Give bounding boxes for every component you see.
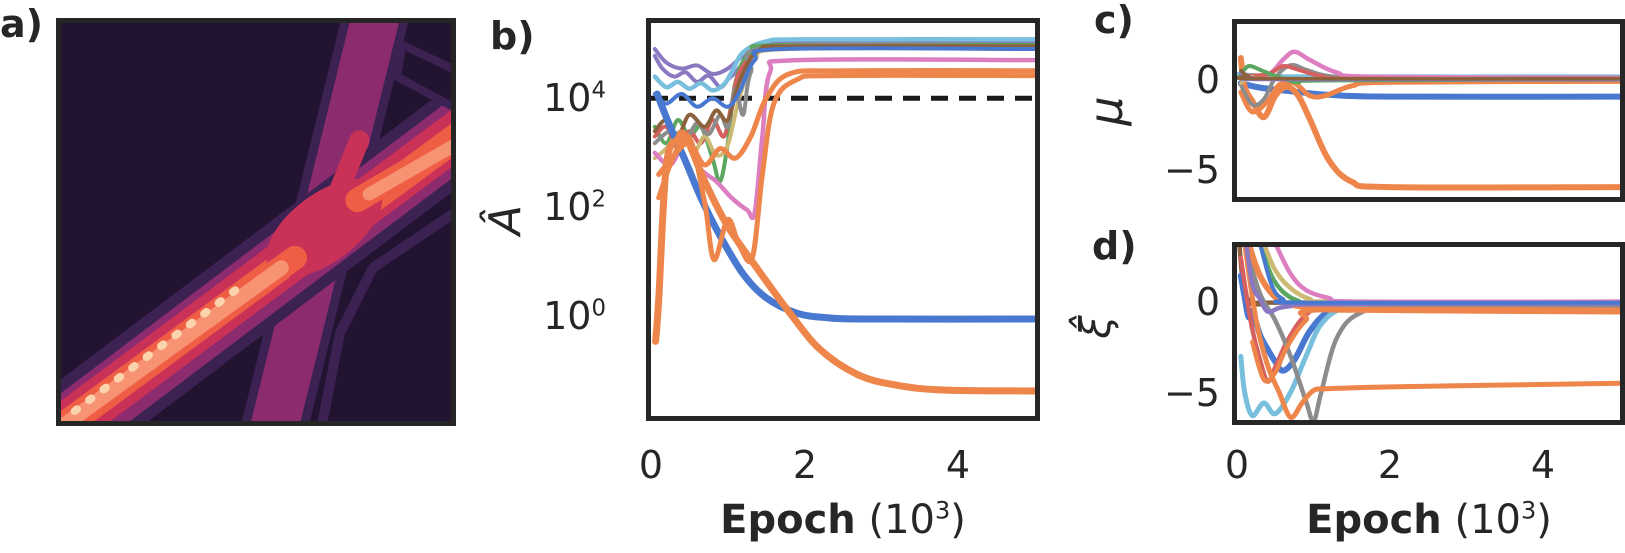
contour-plot [61, 23, 451, 421]
tick-base: 10 [543, 185, 592, 229]
b-ytick-1e2: 102 [486, 188, 606, 226]
panel-c-plot-area [1232, 19, 1625, 202]
b-ytick-1e0: 100 [486, 297, 606, 335]
d-yaxis-title: ξ̂ [1071, 315, 1120, 339]
xi-lines-plot [1237, 247, 1620, 420]
xaxis-unit-exponent: 3 [934, 496, 951, 525]
tick-base: 10 [543, 294, 592, 338]
amplitude-lines-plot [651, 37, 1035, 395]
panel-a-label: a) [0, 2, 44, 46]
xaxis-unit-close: ) [1536, 497, 1552, 543]
d-ytick-0: 0 [1195, 280, 1220, 324]
c-yaxis-title: μ [1079, 96, 1133, 126]
d-xtick-4: 4 [1530, 443, 1556, 487]
tick-exponent: 4 [591, 77, 606, 104]
b-xaxis-title: Epoch (103) [663, 496, 1023, 543]
d-xtick-2: 2 [1377, 443, 1403, 487]
b-ytick-1e4: 104 [486, 79, 606, 117]
c-ytick-m5: −5 [1163, 148, 1220, 192]
b-xtick-2: 2 [792, 443, 818, 487]
xaxis-word: Epoch [1306, 497, 1442, 543]
tick-exponent: 2 [591, 186, 606, 213]
b-xtick-4: 4 [945, 443, 971, 487]
tick-exponent: 0 [591, 295, 606, 322]
xaxis-unit-open: (10 [1441, 497, 1521, 543]
d-xaxis-title: Epoch (103) [1249, 496, 1609, 543]
panel-b-label: b) [490, 14, 535, 58]
panel-b-plot-area [646, 18, 1040, 421]
b-xtick-0: 0 [638, 443, 664, 487]
panel-d-plot-area [1232, 242, 1625, 425]
xaxis-unit-close: ) [950, 497, 966, 543]
d-xtick-0: 0 [1224, 443, 1250, 487]
xaxis-word: Epoch [720, 497, 856, 543]
c-ytick-0: 0 [1195, 58, 1220, 102]
d-ytick-m5: −5 [1163, 371, 1220, 415]
panel-a-plot-area [56, 18, 456, 426]
panel-c-label: c) [1094, 0, 1134, 42]
mu-lines-plot [1237, 49, 1620, 191]
tick-base: 10 [543, 76, 592, 120]
panel-d-label: d) [1092, 224, 1137, 268]
b-yaxis-title: Â [480, 204, 531, 236]
xaxis-unit-open: (10 [855, 497, 935, 543]
xaxis-unit-exponent: 3 [1520, 496, 1537, 525]
